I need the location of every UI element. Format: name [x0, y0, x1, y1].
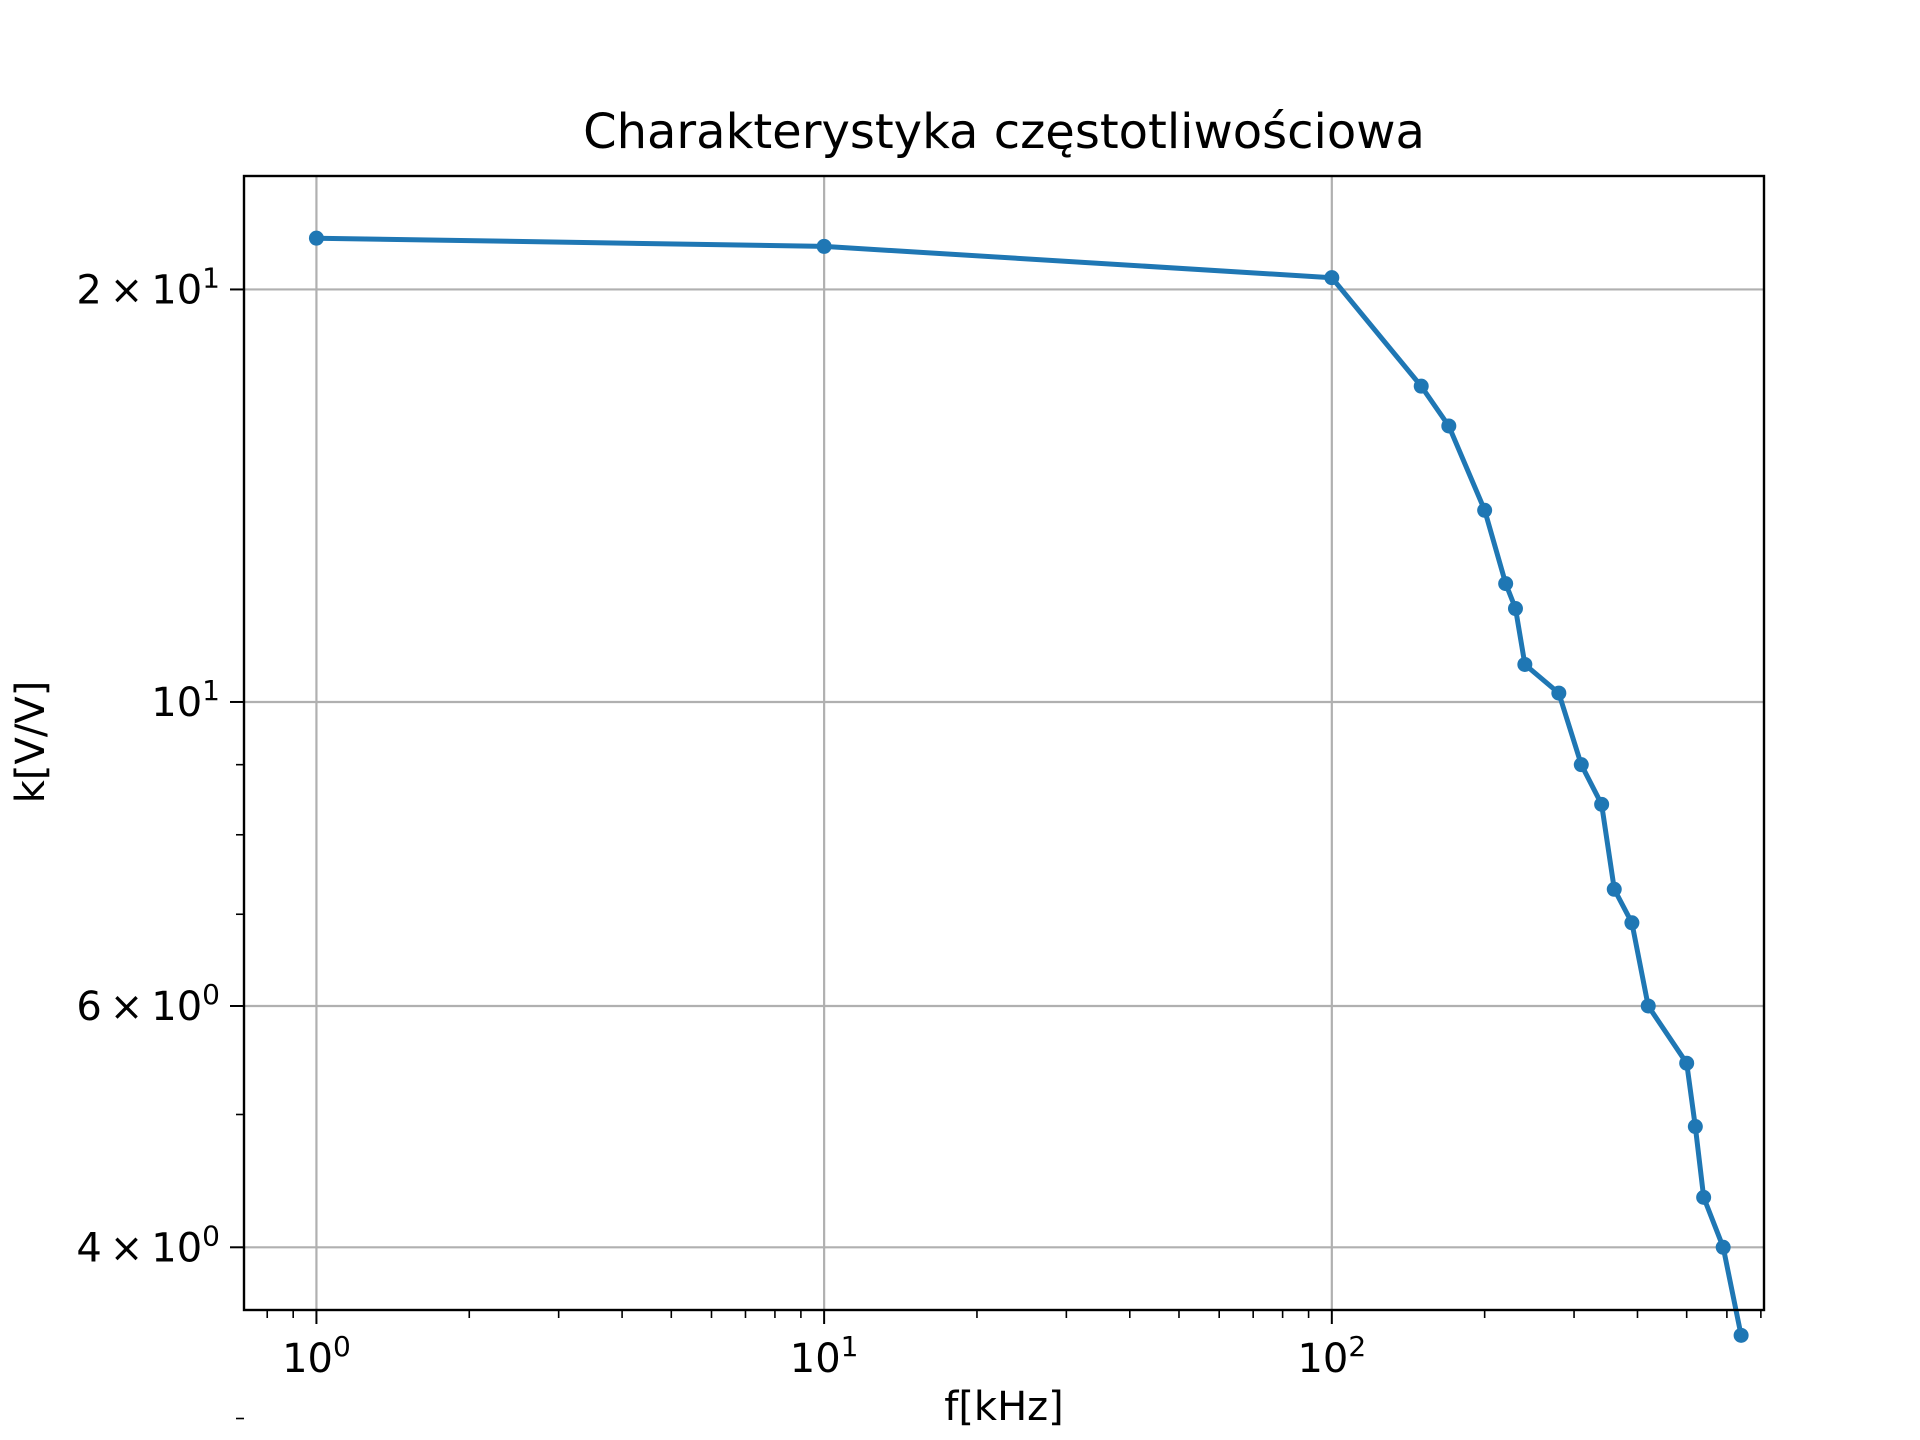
x-axis-label: f[kHz]	[944, 1384, 1064, 1430]
grid-lines	[244, 176, 1764, 1310]
y-tick-label: 2 × 101	[76, 261, 220, 313]
data-point	[308, 230, 324, 246]
data-point	[1606, 881, 1622, 897]
data-point	[1551, 685, 1567, 701]
x-tick-label: 102	[1297, 1330, 1366, 1382]
data-point	[1696, 1189, 1712, 1205]
data-point	[1687, 1119, 1703, 1135]
series-line	[313, 235, 1744, 1338]
axes	[230, 174, 1766, 1420]
data-point	[1507, 601, 1523, 617]
data-point	[1573, 757, 1589, 773]
data-point	[1715, 1239, 1731, 1255]
y-tick-label: 6 × 100	[76, 978, 220, 1030]
data-point	[816, 238, 832, 254]
data-point	[1679, 1055, 1695, 1071]
y-axis-label: k[V/V]	[8, 681, 54, 804]
data-point	[1517, 656, 1533, 672]
data-point	[1624, 915, 1640, 931]
data-series	[308, 230, 1749, 1343]
data-point	[1498, 576, 1514, 592]
y-tick-label: 101	[151, 674, 220, 726]
data-point	[1594, 796, 1610, 812]
tick-labels: 100 101 102 2 × 101 101 6 × 100 4 × 100	[76, 261, 1366, 1382]
data-point	[1413, 378, 1429, 394]
chart-title: Charakterystyka częstotliwościowa	[583, 104, 1425, 160]
x-tick-label: 100	[282, 1330, 351, 1382]
x-tick-label: 101	[790, 1330, 859, 1382]
data-point	[1640, 998, 1656, 1014]
data-point	[1733, 1327, 1749, 1343]
data-point	[1477, 502, 1493, 518]
data-point	[1324, 270, 1340, 286]
data-point	[1441, 418, 1457, 434]
plot-frame	[242, 174, 1766, 1312]
y-tick-label: 4 × 100	[76, 1219, 220, 1271]
